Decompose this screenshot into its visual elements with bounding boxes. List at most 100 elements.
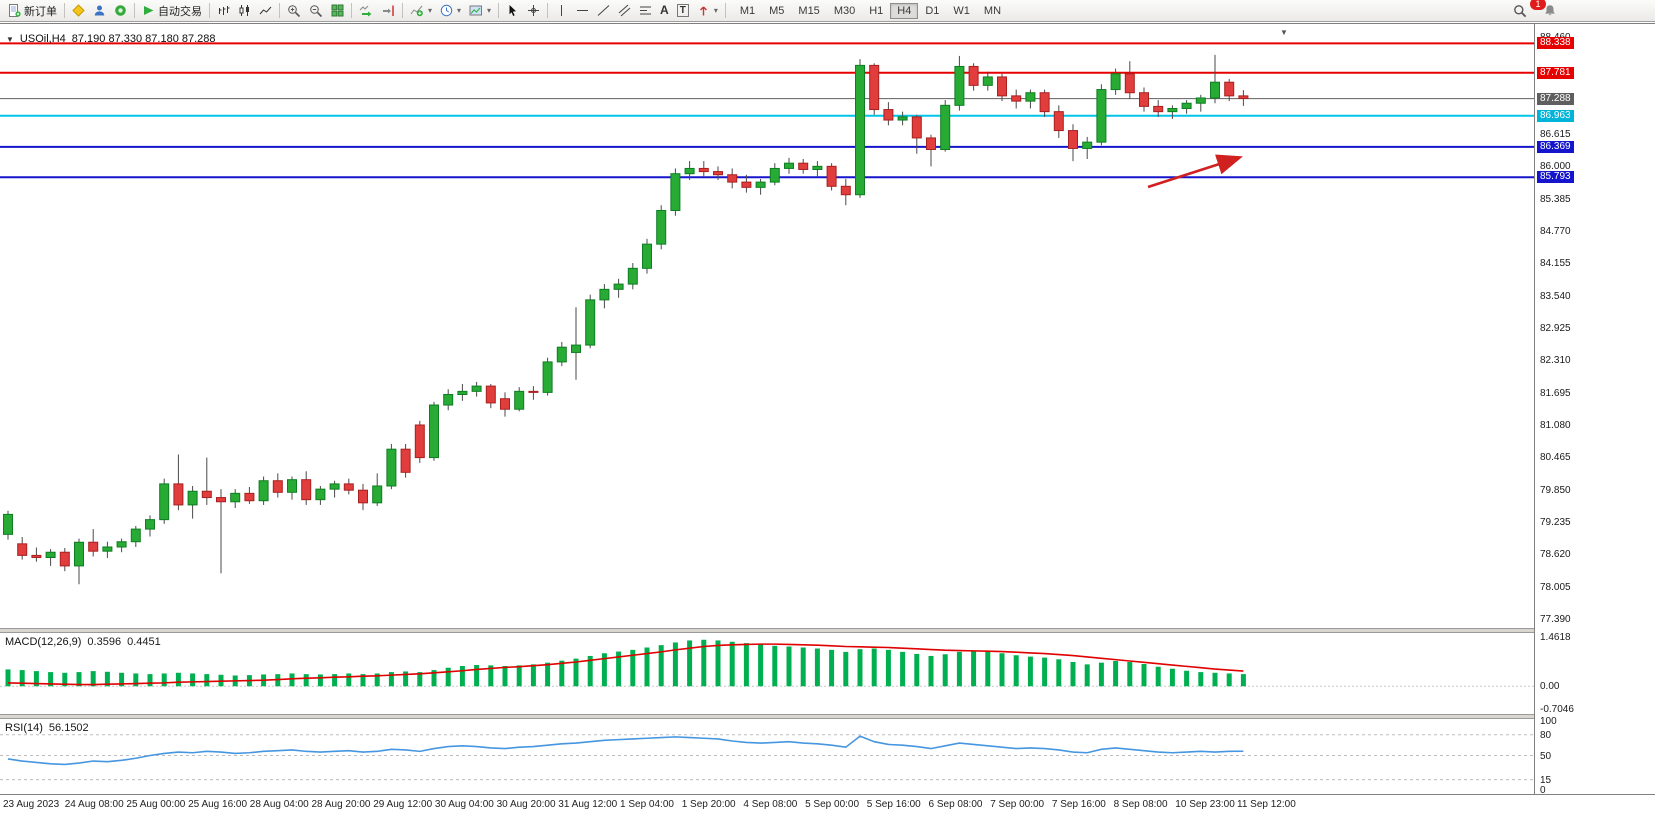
community-icon <box>94 5 105 16</box>
auto-trading-icon <box>144 6 154 15</box>
price-tick: 86.615 <box>1540 128 1571 140</box>
notifications-button[interactable]: 1 <box>1530 0 1561 20</box>
search-button[interactable] <box>1509 2 1531 20</box>
templates-button[interactable]: ▾ <box>465 2 495 20</box>
time-axis-label: 25 Aug 00:00 <box>126 799 186 810</box>
auto-scroll-button[interactable] <box>355 2 377 20</box>
rsi-value: 56.1502 <box>48 722 89 734</box>
main-chart-pane[interactable]: ▼ USOil,H4 87.190 87.330 87.180 87.288 ▼ <box>0 28 1534 628</box>
time-axis-label: 25 Aug 16:00 <box>188 799 248 810</box>
tf-button-h4[interactable]: H4 <box>890 2 919 19</box>
periods-button[interactable]: ▾ <box>436 2 465 20</box>
rsi-pane[interactable]: RSI(14) 56.1502 <box>0 719 1534 794</box>
zoom-in-button[interactable] <box>283 2 305 20</box>
time-axis-label: 28 Aug 04:00 <box>249 799 309 810</box>
time-axis-label: 11 Sep 12:00 <box>1237 799 1296 810</box>
time-axis-label: 30 Aug 20:00 <box>496 799 556 810</box>
candlestick-plot[interactable] <box>0 28 1534 628</box>
tile-windows-button[interactable] <box>327 2 348 20</box>
rsi-scale-level: 50 <box>1540 750 1552 762</box>
label-tool-button[interactable]: T <box>673 2 693 20</box>
metaeditor-button[interactable] <box>68 2 89 20</box>
time-axis-label: 5 Sep 16:00 <box>866 799 921 810</box>
time-axis-label: 10 Sep 23:00 <box>1175 799 1235 810</box>
tf-button-h1[interactable]: H1 <box>869 4 884 17</box>
notification-count-badge: 1 <box>1530 0 1546 10</box>
line-chart-icon <box>259 6 272 15</box>
auto-trading-button[interactable]: 自动交易 <box>138 2 206 20</box>
rsi-scale-level: 0 <box>1540 785 1546 796</box>
rsi-plot <box>0 734 1534 781</box>
zoom-in-icon <box>288 4 301 17</box>
macd-scale-max: 1.4618 <box>1540 632 1571 643</box>
crosshair-tool-button[interactable] <box>523 2 544 20</box>
toolbar-separator <box>134 3 135 18</box>
tf-button-w1[interactable]: W1 <box>953 4 970 17</box>
candlestick-icon <box>239 5 249 16</box>
price-tick: 85.385 <box>1540 193 1571 205</box>
fibonacci-icon <box>640 6 652 15</box>
vertical-line-tool-button[interactable] <box>551 2 572 20</box>
time-axis-label: 1 Sep 20:00 <box>681 799 736 810</box>
trendline-tool-button[interactable] <box>593 2 614 20</box>
metaeditor-icon <box>72 4 85 17</box>
tf-button-m1[interactable]: M1 <box>739 4 756 17</box>
rsi-scale-level: 80 <box>1540 729 1552 741</box>
zoom-out-button[interactable] <box>305 2 327 20</box>
tf-button-m5[interactable]: M5 <box>769 4 785 17</box>
tf-button-mn[interactable]: MN <box>983 4 1002 17</box>
rsi-name: RSI(14) <box>5 722 43 734</box>
indicators-icon <box>410 5 423 17</box>
auto-scroll-icon <box>359 5 372 17</box>
price-level-badge: 87.781 <box>1537 66 1574 79</box>
arrows-tool-button[interactable]: ▾ <box>693 2 722 20</box>
candlestick-mode-button[interactable] <box>234 2 255 20</box>
arrows-dropdown-arrow: ▾ <box>713 6 718 15</box>
clock-icon <box>440 4 453 17</box>
text-tool-icon: A <box>660 3 669 17</box>
fibonacci-tool-button[interactable] <box>635 2 656 20</box>
pane-splitter[interactable] <box>0 714 1655 719</box>
bar-chart-mode-button[interactable] <box>213 2 234 20</box>
time-axis-label: 28 Aug 20:00 <box>311 799 371 810</box>
chart-shift-marker-icon[interactable]: ▼ <box>1280 28 1288 37</box>
crosshair-icon <box>528 5 540 16</box>
chart-title: ▼ USOil,H4 87.190 87.330 87.180 87.288 <box>6 33 216 45</box>
pane-splitter[interactable] <box>0 628 1655 633</box>
channel-tool-button[interactable] <box>614 2 635 20</box>
bell-icon <box>1545 5 1555 16</box>
community-button[interactable] <box>89 2 110 20</box>
line-chart-mode-button[interactable] <box>255 2 276 20</box>
tf-button-d1[interactable]: D1 <box>925 4 940 17</box>
templates-dropdown-arrow: ▾ <box>487 6 492 15</box>
mql5-button[interactable] <box>110 2 131 20</box>
new-order-label: 新订单 <box>24 5 57 18</box>
price-scale[interactable]: 88.46086.61586.00085.38584.77084.15583.5… <box>1534 24 1655 796</box>
time-axis-label: 8 Sep 08:00 <box>1113 799 1168 810</box>
time-axis[interactable]: 23 Aug 2023 24 Aug 08:00 25 Aug 00:00 25 Au… <box>0 794 1655 817</box>
tf-button-m30[interactable]: M30 <box>833 4 856 17</box>
indicators-button[interactable]: ▾ <box>406 2 436 20</box>
toolbar-separator <box>498 3 500 18</box>
cursor-tool-button[interactable] <box>502 2 523 20</box>
chart-shift-button[interactable] <box>377 2 399 20</box>
rsi-scale-level: 100 <box>1540 716 1557 727</box>
macd-pane[interactable]: MACD(12,26,9) 0.3596 0.4451 <box>0 633 1534 714</box>
price-tick: 78.620 <box>1540 549 1571 561</box>
price-tick: 80.465 <box>1540 452 1571 464</box>
text-tool-button[interactable]: A <box>656 2 673 20</box>
horizontal-line-tool-button[interactable] <box>572 2 593 20</box>
toolbar-separator <box>351 3 352 18</box>
new-order-button[interactable]: 新订单 <box>4 2 61 20</box>
time-axis-label: 24 Aug 08:00 <box>64 799 124 810</box>
rsi-scale-level: 15 <box>1540 774 1552 786</box>
bar-chart-icon <box>219 6 230 15</box>
trendline-icon <box>597 5 610 16</box>
price-tick: 77.390 <box>1540 614 1571 625</box>
toolbar-separator <box>279 3 280 18</box>
channel-icon <box>618 4 631 17</box>
tf-button-m15[interactable]: M15 <box>798 4 820 17</box>
price-level-badge: 85.793 <box>1537 171 1574 184</box>
chart-collapse-icon[interactable]: ▼ <box>6 34 14 44</box>
